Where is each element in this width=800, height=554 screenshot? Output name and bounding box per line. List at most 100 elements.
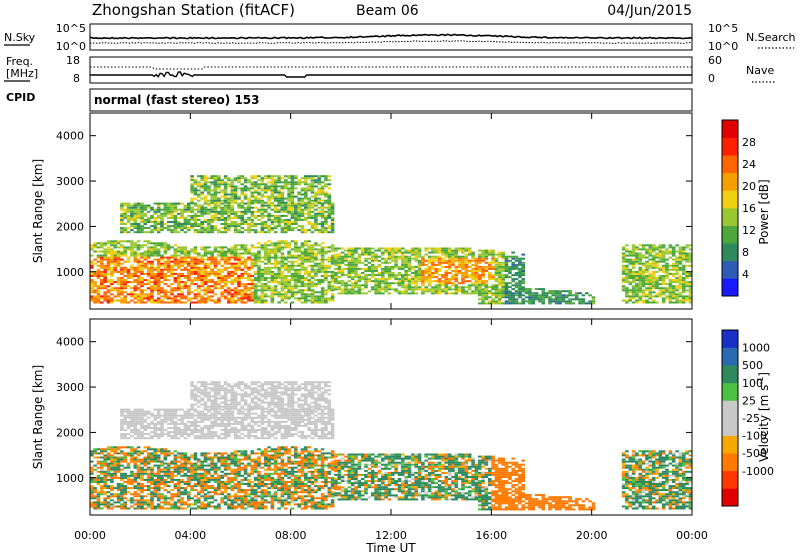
power-cell — [474, 284, 479, 287]
power-cell — [454, 257, 459, 260]
power-cell — [190, 191, 194, 194]
velocity-cell — [163, 450, 168, 453]
power-cell — [411, 249, 415, 252]
power-cell — [140, 262, 144, 265]
power-cell — [150, 281, 154, 284]
power-cell — [207, 204, 211, 207]
power-cell — [90, 275, 94, 277]
power-cell — [263, 262, 268, 265]
power-cell — [294, 212, 298, 215]
power-cell — [160, 223, 164, 225]
velocity-cell — [106, 456, 111, 459]
velocity-cell — [156, 505, 161, 508]
power-cell — [314, 256, 318, 259]
power-cell — [498, 276, 502, 279]
velocity-cell — [120, 507, 124, 510]
power-cell — [688, 295, 693, 298]
power-cell — [93, 250, 97, 253]
power-cell — [213, 258, 218, 261]
power-cell — [170, 231, 174, 234]
power-cell — [508, 300, 512, 303]
power-cell — [270, 256, 275, 259]
power-cell — [257, 179, 261, 182]
power-cell — [270, 262, 275, 265]
power-cell — [263, 285, 268, 288]
power-cell — [441, 259, 445, 262]
power-cell — [370, 257, 375, 260]
power-cell — [217, 246, 221, 249]
power-cell — [193, 264, 198, 267]
power-cell — [277, 218, 281, 221]
power-cell — [247, 299, 251, 302]
power-cell — [106, 301, 111, 304]
power-cell — [163, 204, 168, 207]
power-cell — [431, 288, 435, 291]
power-cell — [243, 266, 248, 269]
velocity-cell — [123, 497, 127, 500]
power-cell — [250, 275, 255, 277]
power-cell — [631, 258, 636, 261]
power-cell — [166, 301, 171, 304]
velocity-cell — [96, 497, 101, 500]
power-cell — [210, 201, 214, 204]
power-cell — [451, 274, 455, 277]
power-cell — [387, 278, 392, 281]
power-cell — [243, 272, 248, 275]
power-cell — [103, 272, 107, 275]
power-cell — [307, 175, 311, 178]
power-cell — [478, 253, 482, 256]
power-cell — [350, 253, 355, 256]
power-cell — [347, 251, 352, 254]
power-cell — [126, 268, 131, 271]
power-cell — [541, 290, 546, 293]
velocity-cell — [120, 429, 124, 431]
power-cell — [471, 274, 475, 277]
power-cell — [391, 276, 395, 279]
power-cell — [213, 199, 218, 202]
power-cell — [287, 246, 291, 249]
power-cell — [287, 260, 291, 263]
power-cell — [641, 268, 646, 271]
power-cell — [227, 299, 231, 302]
power-cell — [217, 204, 221, 207]
power-cell — [287, 218, 291, 221]
power-cell — [143, 240, 148, 243]
velocity-cell — [140, 507, 144, 510]
power-cell — [561, 296, 566, 299]
power-cell — [658, 252, 663, 255]
velocity-cell — [160, 487, 164, 490]
velocity-cell — [113, 505, 117, 508]
power-cell — [250, 252, 255, 255]
power-cell — [267, 250, 271, 253]
power-cell — [508, 296, 512, 299]
power-cell — [213, 175, 218, 178]
power-cell — [207, 285, 211, 288]
power-cell — [210, 258, 214, 261]
velocity-cell — [136, 429, 141, 431]
velocity-cell — [136, 458, 141, 461]
power-cell — [123, 240, 127, 243]
power-cell — [177, 231, 181, 234]
power-cell — [304, 266, 308, 269]
power-cell — [160, 268, 164, 271]
power-cell — [320, 252, 325, 255]
power-cell — [324, 250, 328, 253]
power-cell — [648, 283, 653, 286]
power-cell — [481, 251, 485, 254]
power-cell — [441, 288, 445, 291]
velocity-cell — [120, 497, 124, 500]
power-cell — [126, 214, 131, 217]
power-cell — [217, 183, 221, 186]
power-cell — [300, 197, 305, 200]
power-cell — [297, 179, 301, 182]
power-cell — [243, 218, 248, 221]
velocity-cell — [140, 491, 144, 494]
velocity-cell — [113, 450, 117, 453]
power-cell — [230, 281, 235, 284]
velocity-cell — [100, 503, 104, 506]
power-cell — [628, 270, 633, 273]
power-cell — [297, 204, 301, 207]
power-cell — [441, 274, 445, 277]
power-cell — [347, 261, 352, 264]
